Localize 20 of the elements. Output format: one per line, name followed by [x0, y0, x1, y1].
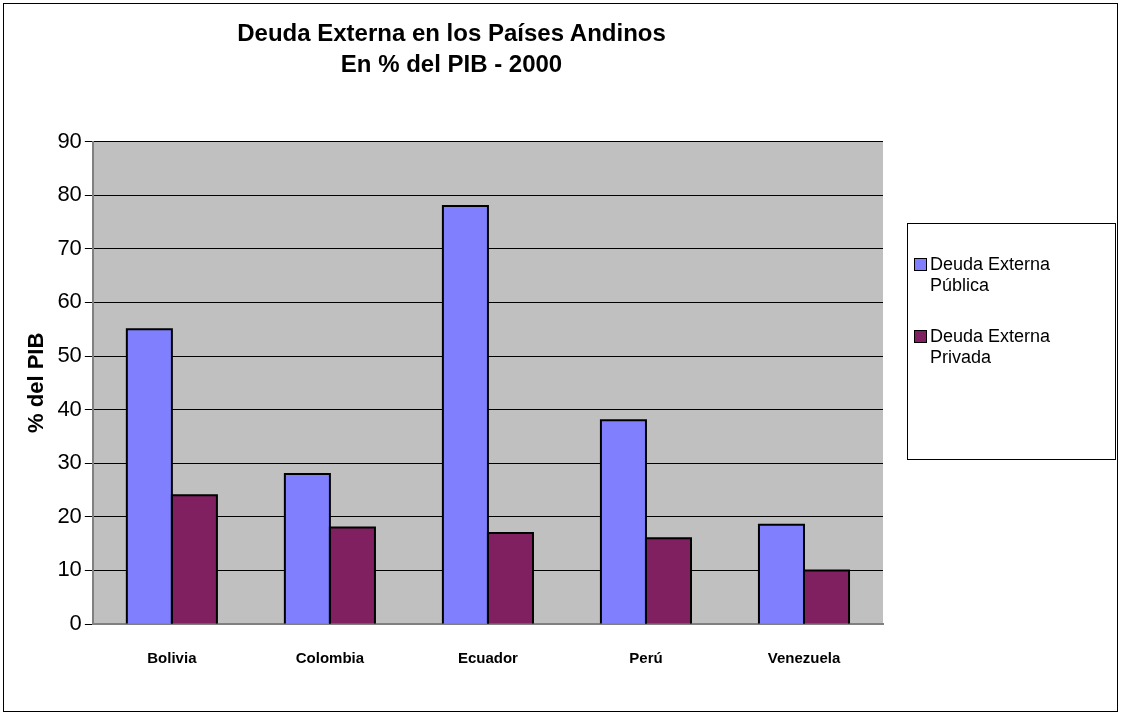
x-tick-label: Bolivia	[147, 649, 198, 667]
y-tick-label: 90	[57, 127, 82, 153]
y-tick-label: 50	[57, 342, 82, 368]
x-tick-label: Ecuador	[457, 649, 519, 667]
y-tick-label: 0	[69, 610, 82, 636]
x-tick-label: Venezuela	[767, 649, 841, 667]
y-tick-label: 10	[57, 556, 82, 582]
y-tick-label: 70	[57, 234, 82, 260]
legend-label: Deuda Externa Privada	[930, 326, 1052, 368]
y-tick-label: 80	[57, 181, 82, 207]
y-tick-label: 60	[57, 288, 82, 314]
y-tick-label: 40	[57, 395, 82, 421]
y-axis-title: % del PIB	[23, 332, 49, 433]
chart-title: Deuda Externa en los Países Andinos	[237, 19, 666, 47]
y-tick-label: 20	[57, 502, 82, 528]
legend-label: Deuda Externa Pública	[930, 254, 1052, 296]
chart-subtitle: En % del PIB - 2000	[340, 49, 563, 77]
x-tick-label: Colombia	[295, 649, 365, 667]
x-tick-label: Perú	[629, 649, 663, 667]
y-tick-label: 30	[57, 449, 82, 475]
